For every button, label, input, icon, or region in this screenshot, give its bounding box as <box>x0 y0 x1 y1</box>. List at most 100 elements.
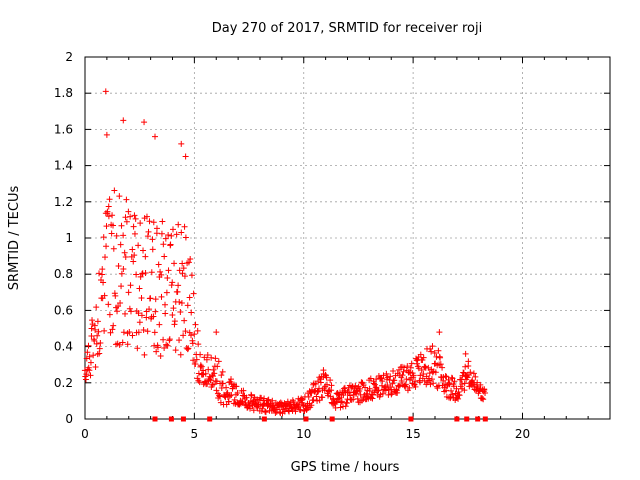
data-point <box>130 223 137 230</box>
data-point <box>335 395 342 402</box>
data-point <box>204 351 211 358</box>
y-tick-label: 0.2 <box>54 376 73 390</box>
data-point <box>88 325 95 332</box>
data-point <box>120 329 127 336</box>
data-point <box>114 308 121 315</box>
data-point <box>169 311 176 318</box>
data-point <box>123 218 130 225</box>
data-point <box>99 266 106 273</box>
data-point <box>135 242 142 249</box>
data-point <box>92 326 99 333</box>
data-point <box>308 402 315 409</box>
data-points <box>81 88 489 422</box>
data-point <box>431 350 438 357</box>
data-point <box>143 213 150 220</box>
data-point <box>380 372 387 379</box>
data-point <box>317 379 324 386</box>
data-point <box>176 337 183 344</box>
data-point <box>428 348 435 355</box>
data-point <box>107 329 114 336</box>
data-point <box>462 363 469 370</box>
data-point <box>139 270 146 277</box>
data-point <box>434 385 441 392</box>
data-point <box>388 391 395 398</box>
data-point <box>110 222 117 229</box>
x-axis-label: GPS time / hours <box>291 460 400 475</box>
data-point <box>250 407 257 414</box>
data-point <box>320 367 327 374</box>
data-point <box>89 317 96 324</box>
data-point <box>277 399 284 406</box>
y-tick-label: 0.4 <box>54 340 73 354</box>
data-point <box>164 342 171 349</box>
data-point <box>314 389 321 395</box>
data-point <box>137 273 144 280</box>
data-point <box>176 298 183 305</box>
data-point <box>97 340 104 347</box>
data-point <box>158 271 165 278</box>
data-point <box>193 356 200 363</box>
data-point <box>176 267 183 274</box>
zero-value-marker <box>464 416 470 422</box>
data-point <box>148 269 155 276</box>
data-point <box>162 235 169 242</box>
data-point <box>117 241 124 248</box>
data-point <box>451 378 458 385</box>
data-point <box>469 377 476 384</box>
y-tick-label: 1.4 <box>54 159 73 173</box>
data-point <box>103 131 110 138</box>
data-point <box>210 373 217 380</box>
data-point <box>95 328 102 335</box>
data-point <box>234 390 241 397</box>
data-point <box>395 383 402 390</box>
data-point <box>198 363 205 370</box>
data-point <box>314 397 321 404</box>
y-tick-label: 1.6 <box>54 122 73 136</box>
data-point <box>84 349 91 356</box>
data-point <box>185 345 192 352</box>
data-point <box>167 241 174 248</box>
data-point <box>465 372 472 379</box>
data-point <box>108 230 115 237</box>
data-point <box>319 394 326 401</box>
data-point <box>188 309 195 316</box>
data-point <box>197 351 204 358</box>
data-point <box>142 269 149 276</box>
data-point <box>429 343 436 350</box>
data-point <box>165 267 172 274</box>
data-point <box>403 376 410 383</box>
data-point <box>109 326 116 333</box>
data-point <box>82 376 89 383</box>
data-point <box>204 380 211 387</box>
data-point <box>177 309 184 316</box>
data-point <box>132 215 139 222</box>
data-point <box>192 361 199 368</box>
data-point <box>262 409 269 416</box>
data-point <box>96 345 103 352</box>
zero-value-marker <box>482 416 488 422</box>
data-point <box>180 332 187 339</box>
data-point <box>182 328 189 335</box>
data-point <box>461 380 468 387</box>
data-point <box>169 279 176 286</box>
y-axis-label: SRMTID / TECUs <box>7 186 22 291</box>
data-point <box>467 369 474 376</box>
data-point <box>377 374 384 381</box>
data-point <box>188 332 195 339</box>
data-point <box>186 294 193 301</box>
data-point <box>138 312 145 319</box>
data-point <box>135 310 142 317</box>
data-point <box>189 340 196 347</box>
data-point <box>122 310 129 317</box>
data-point <box>143 314 150 321</box>
data-point <box>145 228 152 235</box>
data-point <box>437 354 444 361</box>
data-point <box>439 364 446 371</box>
data-point <box>85 364 92 371</box>
data-point <box>337 399 344 406</box>
zero-value-marker <box>207 416 213 422</box>
data-point <box>231 396 238 403</box>
data-point <box>208 354 215 361</box>
data-point <box>111 187 118 194</box>
data-point <box>265 396 272 403</box>
